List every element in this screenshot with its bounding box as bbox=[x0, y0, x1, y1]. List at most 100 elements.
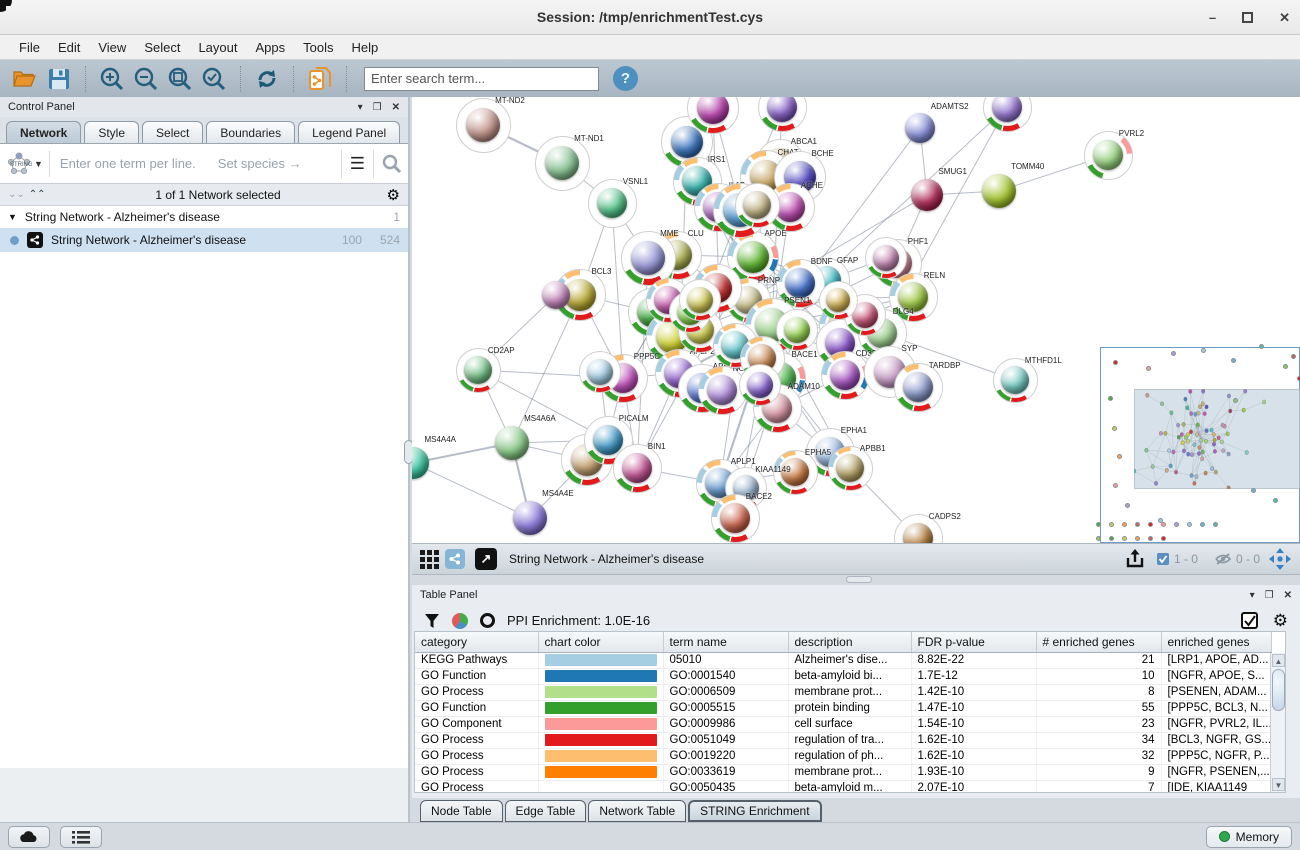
network-row[interactable]: String Network - Alzheimer's disease 100… bbox=[0, 228, 408, 252]
table-row[interactable]: KEGG Pathways05010Alzheimer's dise...8.8… bbox=[415, 652, 1271, 668]
network-node[interactable] bbox=[865, 237, 907, 279]
tab-edge-table[interactable]: Edge Table bbox=[505, 800, 587, 822]
network-node-bace2[interactable]: BACE2 bbox=[711, 494, 760, 543]
minimize-button[interactable]: – bbox=[1209, 10, 1216, 25]
export-network-icon[interactable] bbox=[1124, 548, 1148, 570]
network-node[interactable] bbox=[983, 97, 1032, 132]
network-node-cd2ap[interactable]: CD2AP bbox=[456, 348, 501, 393]
column-header--enriched-genes[interactable]: # enriched genes bbox=[1036, 632, 1161, 652]
pan-navigate-icon[interactable] bbox=[1268, 547, 1292, 571]
panel-close-icon[interactable]: ✕ bbox=[1284, 590, 1292, 601]
panel-menu-icon[interactable]: ▾ bbox=[358, 102, 363, 113]
network-node-ms4a4e[interactable]: MS4A4E bbox=[503, 491, 558, 544]
network-node-bin1[interactable]: BIN1 bbox=[613, 444, 662, 493]
task-history-button[interactable] bbox=[60, 826, 102, 848]
column-header-chart-color[interactable]: chart color bbox=[538, 632, 663, 652]
close-button[interactable]: ✕ bbox=[1279, 10, 1290, 26]
string-logo-icon[interactable]: STRING ▼ bbox=[6, 151, 50, 177]
zoom-out-icon[interactable] bbox=[131, 64, 161, 94]
network-node[interactable] bbox=[534, 273, 579, 318]
string-options-icon[interactable]: ☰ bbox=[350, 154, 365, 174]
network-node-smug1[interactable]: SMUG1 bbox=[901, 169, 953, 221]
network-node-pvrl2[interactable]: PVRL2 bbox=[1084, 131, 1133, 180]
panel-close-icon[interactable]: ✕ bbox=[392, 102, 400, 113]
menu-item-tools[interactable]: Tools bbox=[294, 38, 342, 57]
table-row[interactable]: GO FunctionGO:0001540beta-amyloid bi...1… bbox=[415, 668, 1271, 684]
table-scrollbar[interactable]: ▲ ▼ bbox=[1270, 653, 1285, 792]
scrollbar-thumb[interactable] bbox=[1272, 669, 1285, 711]
memory-button[interactable]: Memory bbox=[1206, 826, 1292, 848]
network-node-tardbp[interactable]: TARDBP bbox=[894, 363, 943, 412]
table-row[interactable]: GO ProcessGO:0050435beta-amyloid m...2.0… bbox=[415, 780, 1271, 793]
tab-network[interactable]: Network bbox=[6, 121, 81, 143]
refresh-icon[interactable] bbox=[252, 64, 282, 94]
panel-menu-icon[interactable]: ▾ bbox=[1250, 590, 1255, 601]
scroll-down-icon[interactable]: ▼ bbox=[1272, 778, 1285, 791]
panel-float-icon[interactable]: ❐ bbox=[373, 102, 382, 113]
tab-string-enrichment[interactable]: STRING Enrichment bbox=[688, 800, 821, 822]
network-node[interactable] bbox=[579, 351, 621, 393]
network-node[interactable] bbox=[776, 309, 818, 351]
save-session-icon[interactable] bbox=[44, 64, 74, 94]
network-canvas[interactable]: MT-ND2MT-ND1VSNL1GAB2IRS1ABCA1CHATBCHEIL… bbox=[412, 97, 1300, 543]
grid-view-icon[interactable] bbox=[420, 550, 439, 569]
column-header-term-name[interactable]: term name bbox=[663, 632, 788, 652]
network-node-vsnl1[interactable]: VSNL1 bbox=[588, 179, 637, 228]
collection-expander-icon[interactable]: ▼ bbox=[8, 212, 17, 222]
zoom-fit-icon[interactable] bbox=[165, 64, 195, 94]
network-options-gear-icon[interactable]: ⚙ bbox=[387, 186, 400, 204]
tab-boundaries[interactable]: Boundaries bbox=[206, 121, 295, 143]
network-node-mthfd1l[interactable]: MTHFD1L bbox=[993, 358, 1038, 403]
open-session-icon[interactable] bbox=[10, 64, 40, 94]
network-node[interactable] bbox=[735, 183, 780, 228]
tab-node-table[interactable]: Node Table bbox=[420, 800, 503, 822]
string-share-icon[interactable] bbox=[445, 549, 465, 569]
table-row[interactable]: GO ProcessGO:0019220regulation of ph...1… bbox=[415, 748, 1271, 764]
tab-network-table[interactable]: Network Table bbox=[588, 800, 686, 822]
network-collection-row[interactable]: ▼ String Network - Alzheimer's disease 1 bbox=[0, 206, 408, 228]
welcome-cloud-button[interactable] bbox=[8, 826, 50, 848]
help-icon[interactable]: ? bbox=[613, 66, 638, 91]
table-row[interactable]: GO ProcessGO:0033619membrane prot...1.93… bbox=[415, 764, 1271, 780]
tab-style[interactable]: Style bbox=[84, 121, 139, 143]
network-node-cadps2[interactable]: CADPS2 bbox=[894, 514, 943, 544]
table-row[interactable]: GO FunctionGO:0005515protein binding1.47… bbox=[415, 700, 1271, 716]
column-header-category[interactable]: category bbox=[415, 632, 538, 652]
species-selector[interactable]: Set species → bbox=[218, 156, 333, 171]
menu-item-layout[interactable]: Layout bbox=[189, 38, 246, 57]
column-header-description[interactable]: description bbox=[788, 632, 911, 652]
network-node[interactable] bbox=[679, 279, 721, 321]
table-settings-gear-icon[interactable]: ⚙ bbox=[1273, 611, 1288, 631]
network-node-mt-nd2[interactable]: MT-ND2 bbox=[456, 98, 511, 153]
menu-item-file[interactable]: File bbox=[10, 38, 49, 57]
menu-item-edit[interactable]: Edit bbox=[49, 38, 89, 57]
panel-float-icon[interactable]: ❐ bbox=[1265, 590, 1274, 601]
open-external-icon[interactable]: ↗ bbox=[475, 548, 497, 570]
column-header-fdr-p-value[interactable]: FDR p-value bbox=[911, 632, 1036, 652]
table-row[interactable]: GO ComponentGO:0009986cell surface1.54E-… bbox=[415, 716, 1271, 732]
menu-item-help[interactable]: Help bbox=[343, 38, 388, 57]
network-node-apbb1[interactable]: APBB1 bbox=[828, 446, 873, 491]
column-header-enriched-genes[interactable]: enriched genes bbox=[1161, 632, 1271, 652]
string-search-icon[interactable] bbox=[382, 154, 402, 174]
network-node-adamts2[interactable]: ADAMTS2 bbox=[896, 104, 945, 153]
menu-item-select[interactable]: Select bbox=[135, 38, 189, 57]
network-node-cd33[interactable]: CD33 bbox=[821, 351, 870, 400]
network-node-tomm40[interactable]: TOMM40 bbox=[972, 164, 1027, 219]
network-node[interactable] bbox=[687, 97, 739, 134]
collapse-all-icon[interactable]: ⌄⌄ bbox=[8, 189, 25, 200]
tab-legend-panel[interactable]: Legend Panel bbox=[298, 121, 400, 143]
string-term-input[interactable]: Enter one term per line. bbox=[50, 156, 196, 171]
select-all-checkbox-icon[interactable] bbox=[1241, 612, 1259, 630]
search-input[interactable] bbox=[364, 67, 599, 91]
tab-select[interactable]: Select bbox=[142, 121, 203, 143]
birds-eye-navigator[interactable] bbox=[1100, 347, 1300, 543]
horizontal-splitter-handle[interactable] bbox=[846, 576, 872, 583]
table-row[interactable]: GO ProcessGO:0051049regulation of tra...… bbox=[415, 732, 1271, 748]
zoom-in-icon[interactable] bbox=[97, 64, 127, 94]
filter-icon[interactable] bbox=[424, 613, 440, 629]
network-node-ms4a6a[interactable]: MS4A6A bbox=[485, 416, 540, 471]
expand-all-icon[interactable]: ⌃⌃ bbox=[29, 189, 46, 200]
maximize-button[interactable] bbox=[1242, 12, 1253, 23]
pie-chart-icon[interactable] bbox=[452, 613, 468, 629]
